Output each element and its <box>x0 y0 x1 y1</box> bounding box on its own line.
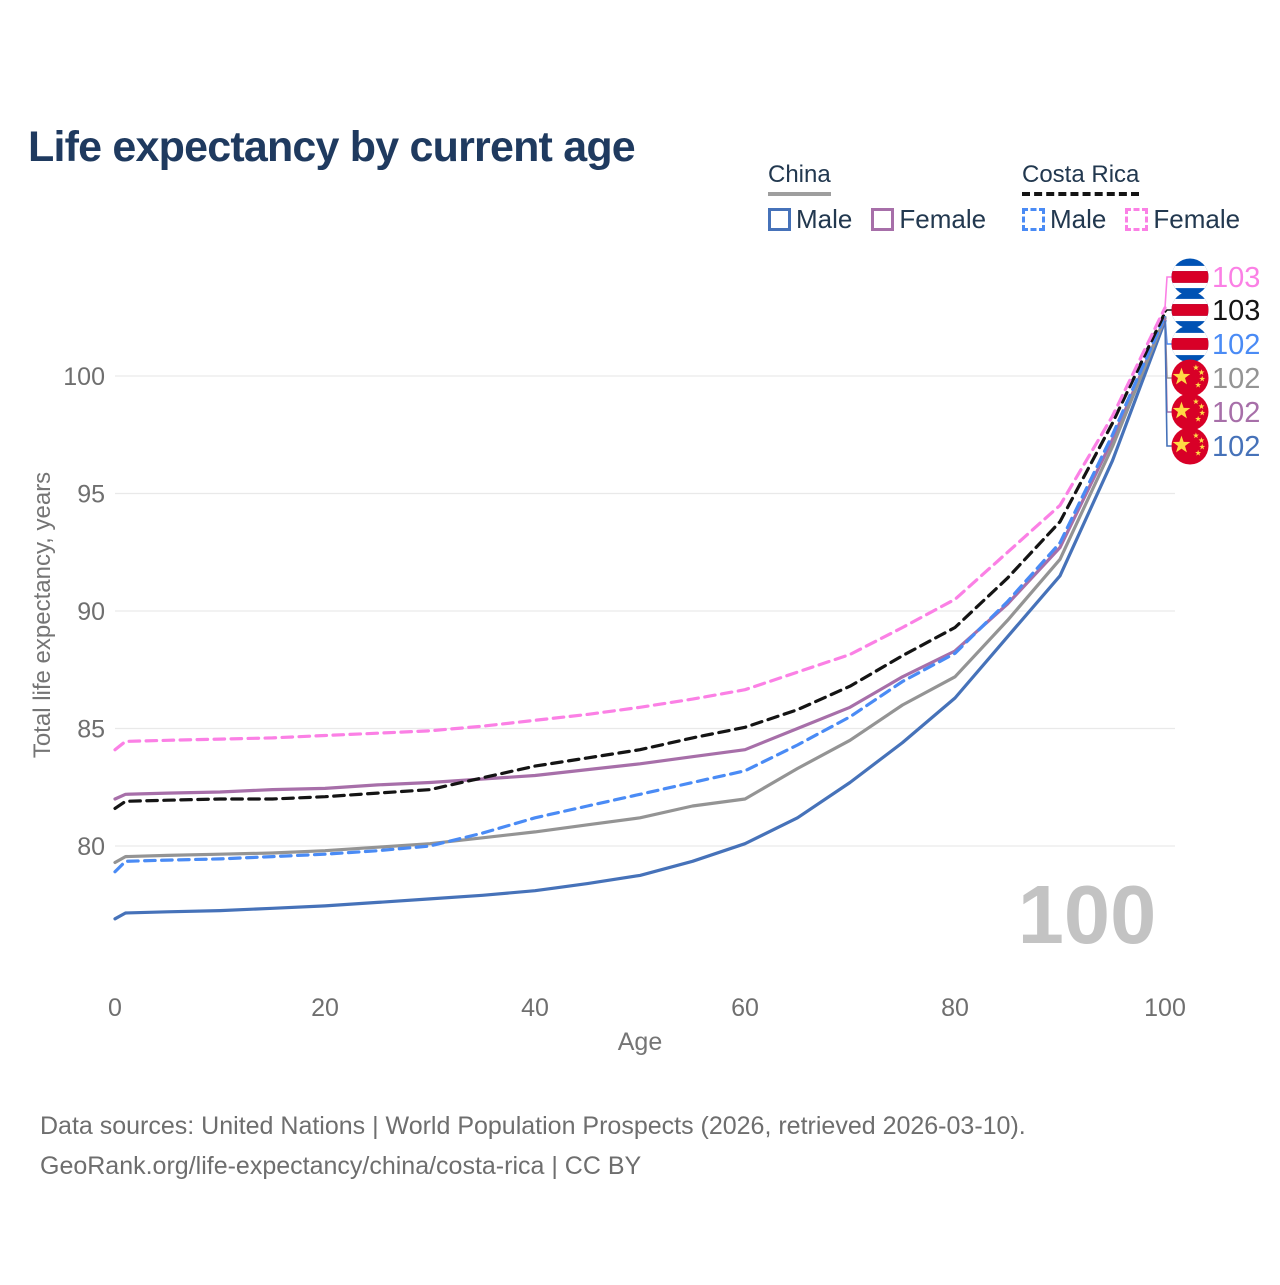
end-label-connector-cr_female <box>1164 276 1172 308</box>
footer-line-2: GeoRank.org/life-expectancy/china/costa-… <box>40 1152 642 1180</box>
end-value-label-cr_male: 102 <box>1212 329 1260 361</box>
costa-rica-flag-icon <box>1171 258 1209 296</box>
y-axis-title: Total life expectancy, years <box>29 472 56 758</box>
line-cn_male[interactable] <box>113 319 1167 921</box>
y-tick-85: 85 <box>77 716 105 744</box>
legend-country-costa-rica: Costa Rica <box>1022 161 1140 196</box>
legend-swatch-china-male-icon[interactable] <box>768 207 791 231</box>
data-sources-footer: Data sources: United Nations | World Pop… <box>40 1106 1026 1186</box>
line-cn_female[interactable] <box>113 316 1167 801</box>
legend-swatch-costa-rica-female-icon[interactable] <box>1125 207 1149 231</box>
end-value-label-cr_female: 103 <box>1212 262 1260 294</box>
legend-group-china: China Male Female <box>768 161 1005 233</box>
footer-line-1: Data sources: United Nations | World Pop… <box>40 1112 1026 1140</box>
x-tick-60: 60 <box>731 994 759 1022</box>
legend-label-costa-rica-male[interactable]: Male <box>1050 204 1107 234</box>
x-tick-100: 100 <box>1144 994 1186 1022</box>
legend-label-china-male[interactable]: Male <box>796 204 853 234</box>
line-cn_both[interactable] <box>113 315 1167 865</box>
y-tick-90: 90 <box>77 598 105 626</box>
legend-swatch-china-female-icon[interactable] <box>871 207 895 231</box>
china-flag-icon <box>1171 427 1209 465</box>
x-tick-0: 0 <box>108 994 122 1022</box>
legend-swatch-costa-rica-male-icon[interactable] <box>1022 207 1045 231</box>
end-value-label-cr_both: 103 <box>1212 295 1260 327</box>
legend-label-china-female[interactable]: Female <box>899 204 987 234</box>
y-tick-95: 95 <box>77 481 105 509</box>
china-flag-icon <box>1171 359 1209 397</box>
x-tick-20: 20 <box>311 994 339 1022</box>
line-cr_female[interactable] <box>113 306 1167 752</box>
line-cr_male[interactable] <box>113 314 1167 874</box>
end-label-connector-cr_both <box>1164 309 1172 313</box>
costa-rica-flag-icon <box>1171 291 1209 329</box>
china-flag-icon <box>1171 393 1209 431</box>
legend-label-costa-rica-female[interactable]: Female <box>1153 204 1241 234</box>
y-tick-80: 80 <box>77 833 105 861</box>
y-tick-100: 100 <box>63 363 105 391</box>
end-value-label-cn_male: 102 <box>1212 431 1260 463</box>
end-label-connector-cn_male <box>1164 320 1172 447</box>
x-tick-80: 80 <box>941 994 969 1022</box>
end-value-label-cn_female: 102 <box>1212 397 1260 429</box>
page-title: Life expectancy by current age <box>28 122 636 171</box>
legend-group-costa-rica: Costa Rica Male Female <box>1022 161 1259 233</box>
end-value-label-cn_both: 102 <box>1212 363 1260 395</box>
line-cr_both[interactable] <box>113 310 1167 811</box>
costa-rica-flag-icon <box>1171 325 1209 363</box>
x-tick-40: 40 <box>521 994 549 1022</box>
x-axis-title: Age <box>618 1028 662 1056</box>
hover-age-watermark: 100 <box>1018 868 1156 961</box>
legend-country-china: China <box>768 161 831 196</box>
